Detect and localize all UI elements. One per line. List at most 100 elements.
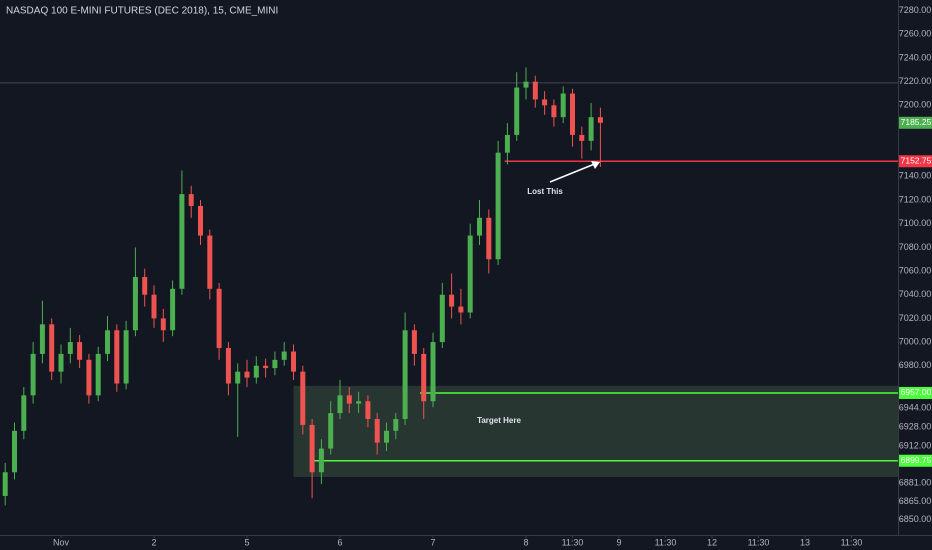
x-tick-label: Nov: [53, 537, 70, 547]
candle-body: [579, 134, 585, 141]
candle-body: [170, 288, 176, 331]
candle-body: [551, 105, 557, 118]
x-tick-label: 6: [337, 537, 342, 547]
y-tick-label: 7020.00: [899, 313, 932, 323]
y-tick-label: 7100.00: [899, 218, 932, 228]
y-tick-label: 6980.00: [899, 360, 932, 370]
candle-body: [39, 324, 45, 354]
candle-body: [560, 93, 566, 118]
candle-body: [114, 330, 120, 384]
y-tick-label: 6865.00: [899, 496, 932, 506]
candle-body: [272, 359, 278, 369]
y-tick-label: 7260.00: [899, 29, 932, 39]
candle-body: [300, 371, 306, 425]
candle-body: [2, 472, 8, 496]
x-tick-label: 11:30: [655, 537, 677, 547]
candle-body: [514, 87, 520, 135]
y-tick-label: 7280.00: [899, 5, 932, 15]
candle-body: [477, 217, 483, 236]
price-label: 7185.25: [901, 117, 932, 127]
candle-body: [430, 342, 436, 402]
y-tick-label: 6850.00: [899, 514, 932, 524]
annotation: Target Here: [477, 416, 521, 425]
y-tick-label: 7200.00: [899, 100, 932, 110]
candle-body: [570, 93, 576, 135]
annotation: Lost This: [527, 187, 563, 196]
x-tick-label: 2: [151, 537, 156, 547]
candle-body: [253, 365, 259, 378]
candle-body: [95, 353, 101, 396]
arrow-head: [591, 161, 600, 169]
candle-body: [309, 424, 315, 473]
candle-body: [504, 134, 510, 153]
candle-body: [318, 448, 324, 473]
candle-body: [467, 235, 473, 313]
price-label: 6957.00: [901, 387, 932, 397]
candle-body: [374, 419, 380, 443]
x-tick-label: 8: [523, 537, 528, 547]
x-tick-label: 13: [800, 537, 810, 547]
candle-body: [151, 294, 157, 319]
x-tick-label: 12: [707, 537, 717, 547]
price-label: 6899.75: [901, 455, 932, 465]
candle-body: [179, 194, 185, 289]
candle-body: [30, 353, 36, 396]
candle-body: [263, 365, 269, 369]
x-tick-label: 11:30: [748, 537, 770, 547]
candle-body: [21, 395, 27, 431]
candle-body: [449, 294, 455, 307]
candle-body: [244, 371, 250, 378]
candle-body: [393, 419, 399, 431]
candle-body: [142, 276, 148, 295]
candle-body: [365, 401, 371, 420]
candle-body: [346, 395, 352, 404]
y-tick-label: 6881.00: [899, 477, 932, 487]
candle-body: [235, 371, 241, 384]
x-tick-label: 11:30: [562, 537, 584, 547]
candle-body: [198, 205, 204, 236]
arrow: [549, 162, 598, 183]
y-tick-label: 7220.00: [899, 76, 932, 86]
x-tick-label: 7: [430, 537, 435, 547]
target-zone: [293, 385, 898, 478]
candle-body: [12, 430, 18, 473]
candle-body: [495, 152, 501, 260]
candle-body: [542, 99, 548, 106]
candle-body: [439, 294, 445, 343]
candle-body: [77, 342, 83, 360]
candle-body: [597, 117, 603, 123]
x-tick-label: 5: [244, 537, 249, 547]
candle-body: [291, 351, 297, 372]
x-tick-label: 9: [616, 537, 621, 547]
x-tick-label: 11:30: [841, 537, 863, 547]
candle-body: [486, 217, 492, 260]
candle-body: [105, 330, 111, 354]
candle-body: [86, 359, 92, 396]
candle-body: [421, 353, 427, 402]
candle-body: [402, 330, 408, 420]
y-tick-label: 7040.00: [899, 289, 932, 299]
candle-body: [225, 347, 231, 384]
candle-body: [411, 330, 417, 354]
candle-body: [58, 353, 64, 372]
candle-body: [49, 324, 55, 372]
candle-body: [337, 395, 343, 414]
y-tick-label: 6912.00: [899, 441, 932, 451]
y-tick-label: 7140.00: [899, 171, 932, 181]
candle-body: [67, 342, 73, 354]
candle-body: [188, 194, 194, 206]
y-tick-label: 7240.00: [899, 52, 932, 62]
candle-body: [123, 330, 129, 384]
y-tick-label: 7060.00: [899, 265, 932, 275]
candle-body: [588, 117, 594, 141]
candle-body: [532, 81, 538, 100]
price-label-box: [899, 454, 932, 467]
candle-body: [523, 81, 529, 88]
price-label: 7152.75: [901, 156, 932, 166]
candle-body: [458, 306, 464, 313]
candle-body: [207, 235, 213, 289]
chart-title: NASDAQ 100 E-MINI FUTURES (DEC 2018), 15…: [6, 6, 278, 17]
price-label-box: [899, 116, 932, 129]
y-tick-label: 7000.00: [899, 336, 932, 346]
